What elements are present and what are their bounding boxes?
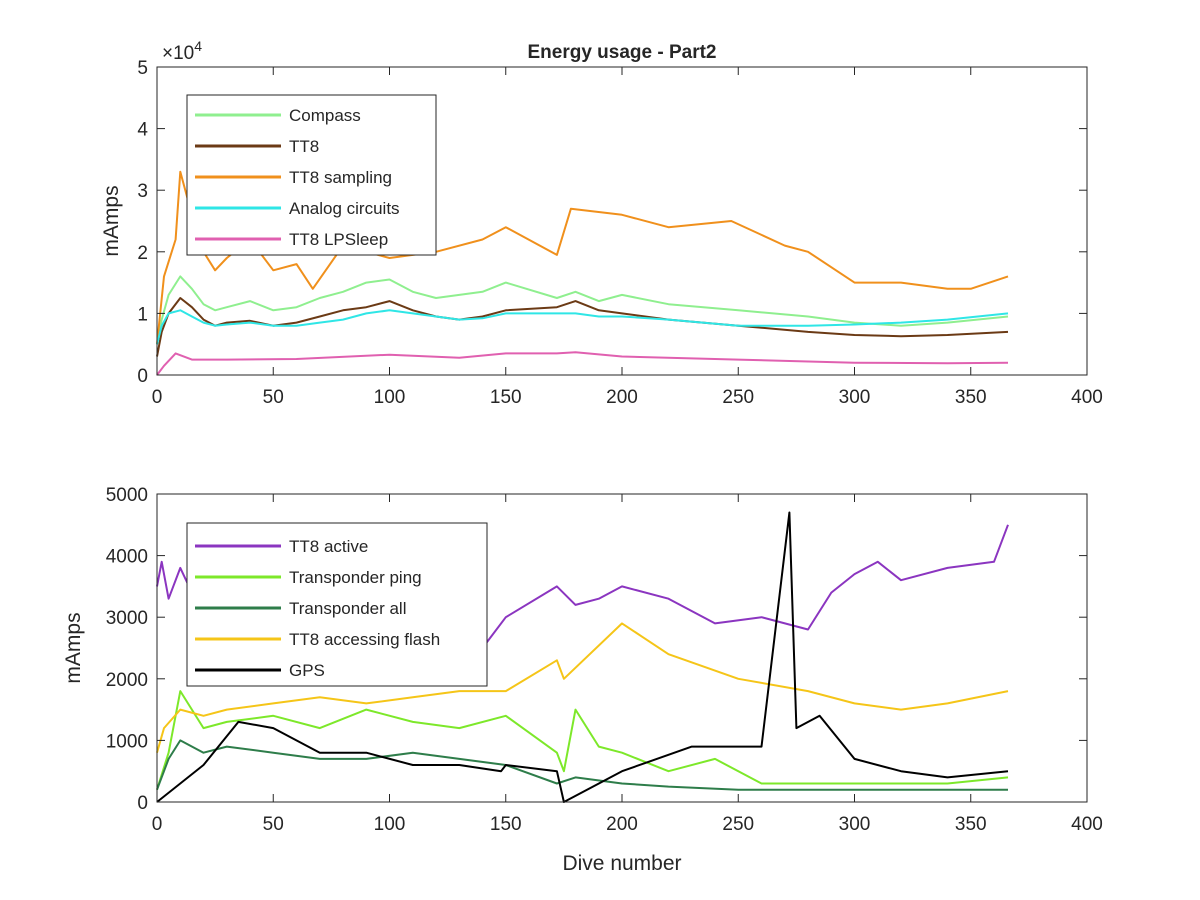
- top-y-tick-label: 0: [137, 366, 148, 387]
- top-y-tick-label: 5: [137, 58, 148, 79]
- bottom-x-tick-label: 350: [955, 814, 987, 835]
- bottom-x-tick-label: 150: [490, 814, 522, 835]
- top-y-exponent-base: ×10: [162, 43, 194, 64]
- top-legend-label-compass: Compass: [289, 106, 361, 125]
- top-x-tick-label: 50: [263, 387, 284, 408]
- bottom-series-line-gps: [156, 511, 1009, 803]
- top-y-tick-label: 4: [137, 120, 148, 141]
- bottom-legend-label-transponder-ping: Transponder ping: [289, 568, 422, 587]
- top-y-exponent: ×104: [162, 38, 202, 64]
- top-x-tick-label: 350: [955, 387, 987, 408]
- bottom-legend: TT8 active Transponder ping Transponder al…: [186, 522, 488, 687]
- top-x-tick-label: 100: [374, 387, 406, 408]
- top-legend: Compass TT8 TT8 sampling Analog circuits TT8…: [186, 94, 437, 256]
- bottom-legend-label-transponder-all: Transponder all: [289, 599, 407, 618]
- bottom-series-line-tt8-accessing-flash: [156, 622, 1009, 753]
- top-series-line-compass: [156, 275, 1009, 345]
- bottom-series-line-transponder-all: [156, 739, 1008, 791]
- bottom-x-tick-label: 100: [374, 814, 406, 835]
- top-axes: 0 50 100 150 200 250 300 350 400 0 1 2 3 4 5 Energy u…: [100, 38, 1103, 408]
- bottom-y-tick-label: 4000: [106, 547, 148, 568]
- top-x-tick-label: 400: [1071, 387, 1103, 408]
- bottom-x-tick-label: 400: [1071, 814, 1103, 835]
- top-legend-label-tt8-sampling: TT8 sampling: [289, 168, 392, 187]
- bottom-legend-label-tt8-active: TT8 active: [289, 537, 368, 556]
- bottom-axes: 0 50 100 150 200 250 300 350 400 0 1000 2000 3000 40…: [62, 485, 1103, 875]
- bottom-x-tick-label: 50: [263, 814, 284, 835]
- top-series-line-tt8-lpsleep: [156, 351, 1009, 376]
- bottom-y-ticks: 0 1000 2000 3000 4000 5000: [106, 485, 1087, 814]
- top-y-tick-label: 1: [137, 304, 148, 325]
- top-y-exponent-power: 4: [194, 38, 202, 54]
- bottom-y-tick-label: 0: [137, 793, 148, 814]
- top-legend-label-tt8: TT8: [289, 137, 319, 156]
- top-x-ticks: 0 50 100 150 200 250 300 350 400: [152, 67, 1103, 408]
- top-y-ticks: 0 1 2 3 4 5: [137, 58, 1087, 387]
- top-y-tick-label: 3: [137, 181, 148, 202]
- top-legend-label-analog-circuits: Analog circuits: [289, 199, 400, 218]
- top-chart-title: Energy usage - Part2: [527, 42, 716, 63]
- top-series-line-analog-circuits: [156, 309, 1009, 345]
- bottom-y-tick-label: 5000: [106, 485, 148, 506]
- bottom-series-line-transponder-ping: [156, 690, 1009, 790]
- bottom-x-tick-label: 250: [722, 814, 754, 835]
- bottom-x-tick-label: 0: [152, 814, 163, 835]
- bottom-x-axis-label: Dive number: [562, 852, 681, 875]
- top-x-tick-label: 250: [722, 387, 754, 408]
- top-x-tick-label: 300: [839, 387, 871, 408]
- bottom-legend-label-gps: GPS: [289, 661, 325, 680]
- top-x-tick-label: 200: [606, 387, 638, 408]
- bottom-y-axis-label: mAmps: [62, 612, 85, 683]
- bottom-legend-box: [186, 522, 488, 687]
- top-x-tick-label: 150: [490, 387, 522, 408]
- top-x-tick-label: 0: [152, 387, 163, 408]
- top-y-tick-label: 2: [137, 243, 148, 264]
- bottom-legend-label-tt8-accessing-flash: TT8 accessing flash: [289, 630, 440, 649]
- top-y-axis-label: mAmps: [100, 185, 123, 256]
- bottom-y-tick-label: 3000: [106, 608, 148, 629]
- bottom-x-tick-label: 200: [606, 814, 638, 835]
- bottom-y-tick-label: 2000: [106, 670, 148, 691]
- bottom-x-ticks: 0 50 100 150 200 250 300 350 400: [152, 494, 1103, 835]
- bottom-x-tick-label: 300: [839, 814, 871, 835]
- top-legend-box: [186, 94, 437, 256]
- bottom-y-tick-label: 1000: [106, 731, 148, 752]
- top-legend-label-tt8-lpsleep: TT8 LPSleep: [289, 230, 388, 249]
